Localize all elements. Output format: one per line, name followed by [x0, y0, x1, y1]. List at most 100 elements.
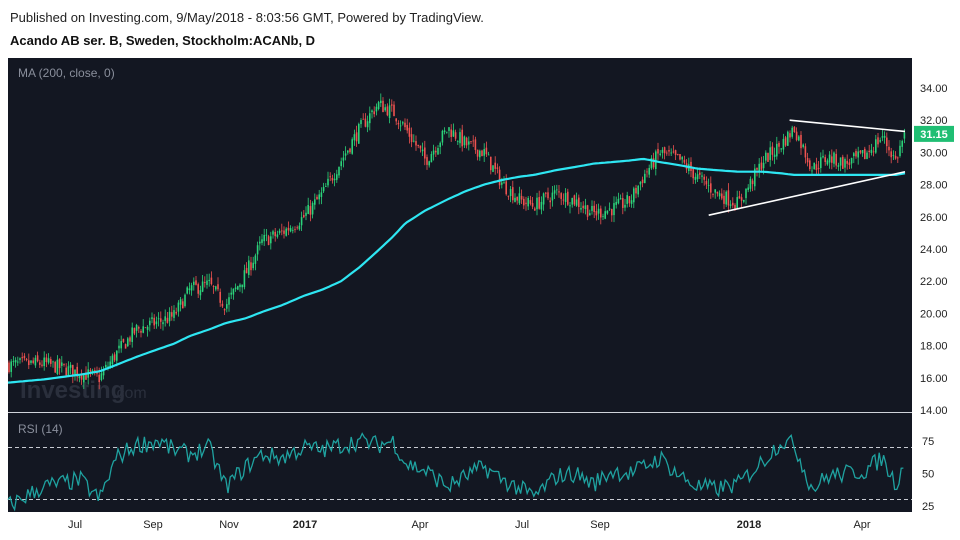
candle-body — [428, 161, 430, 166]
candle-body — [146, 326, 149, 330]
candle-body — [120, 341, 122, 349]
candle-body — [591, 205, 593, 211]
candle-body — [201, 281, 204, 292]
candle-body — [245, 267, 248, 274]
candle-body — [329, 176, 331, 178]
candle-body — [179, 299, 182, 305]
candle-body — [769, 147, 771, 160]
candle-body — [853, 153, 855, 157]
candle-body — [450, 129, 452, 137]
rsi-tick-label: 25 — [922, 501, 934, 513]
candle-body — [259, 241, 261, 244]
candle-body — [127, 338, 129, 347]
candle-body — [751, 180, 754, 185]
candle-body — [47, 358, 50, 363]
candle-body — [432, 150, 435, 155]
price-pane-background — [8, 58, 912, 412]
candle-body — [560, 193, 562, 199]
candle-body — [395, 118, 397, 122]
candle-body — [582, 205, 584, 209]
candle-body — [17, 361, 19, 363]
candle-body — [474, 139, 477, 151]
candle-body — [140, 330, 142, 333]
candle-body — [520, 195, 523, 200]
candle-body — [116, 350, 118, 361]
candle-body — [659, 153, 661, 155]
candle-body — [366, 121, 369, 128]
candle-body — [501, 182, 503, 185]
candle-body — [716, 191, 719, 194]
candle-body — [300, 217, 303, 226]
candle-body — [494, 162, 496, 169]
candle-body — [459, 132, 461, 144]
candle-body — [109, 361, 111, 367]
price-tick-label: 24.00 — [920, 244, 948, 256]
candle-body — [485, 147, 488, 155]
candle-body — [850, 158, 853, 164]
candle-body — [413, 140, 415, 142]
candle-body — [835, 153, 837, 166]
candle-body — [833, 152, 835, 164]
candle-body — [562, 199, 565, 201]
candle-body — [514, 197, 516, 202]
candle-body — [386, 106, 389, 116]
candle-body — [877, 137, 879, 145]
candle-body — [364, 118, 367, 127]
candle-body — [899, 145, 901, 156]
candle-body — [509, 189, 512, 197]
rsi-line — [7, 432, 904, 512]
candle-body — [41, 364, 43, 366]
candle-body — [278, 230, 281, 233]
published-caption: Published on Investing.com, 9/May/2018 -… — [10, 10, 484, 25]
candle-body — [802, 144, 804, 147]
candle-body — [250, 262, 252, 271]
candle-body — [190, 285, 193, 291]
candle-body — [349, 148, 351, 153]
candle-body — [822, 155, 824, 158]
candle-body — [743, 199, 745, 202]
price-tick-label: 32.00 — [920, 115, 948, 127]
ma-indicator-label: MA (200, close, 0) — [18, 66, 115, 80]
candle-body — [25, 359, 28, 360]
candle-body — [771, 146, 774, 155]
candle-body — [100, 373, 103, 380]
candle-body — [338, 166, 340, 176]
rsi-pane-background — [8, 413, 912, 512]
candle-body — [780, 148, 782, 150]
candle-body — [584, 205, 587, 210]
candle-body — [650, 157, 653, 169]
candle-body — [23, 355, 26, 359]
candle-body — [54, 362, 56, 373]
candle-body — [298, 225, 301, 230]
rsi-indicator-label: RSI (14) — [18, 422, 63, 436]
candle-body — [705, 181, 708, 185]
candle-body — [668, 150, 670, 152]
candle-body — [309, 206, 312, 215]
candle-body — [208, 279, 210, 281]
candle-body — [861, 150, 864, 154]
candle-body — [102, 369, 105, 376]
candle-body — [78, 376, 81, 379]
candle-body — [107, 366, 109, 368]
candle-body — [76, 366, 78, 377]
candle-body — [435, 150, 437, 153]
candle-body — [85, 372, 87, 380]
price-tick-label: 18.00 — [920, 341, 948, 353]
candle-body — [813, 162, 815, 170]
candle-body — [758, 163, 760, 171]
candle-body — [756, 167, 758, 170]
candle-body — [868, 150, 870, 152]
candle-body — [399, 125, 402, 127]
time-tick-label: 2018 — [737, 519, 761, 531]
candle-body — [529, 200, 532, 204]
candle-body — [210, 277, 213, 285]
candle-body — [58, 359, 61, 369]
price-tag-box — [914, 125, 954, 142]
price-tick-label: 30.00 — [920, 147, 948, 159]
candle-body — [681, 157, 683, 160]
candle-body — [69, 364, 72, 368]
candles — [8, 93, 906, 390]
candle-body — [32, 360, 34, 363]
candle-body — [316, 196, 318, 200]
candle-body — [826, 160, 829, 165]
